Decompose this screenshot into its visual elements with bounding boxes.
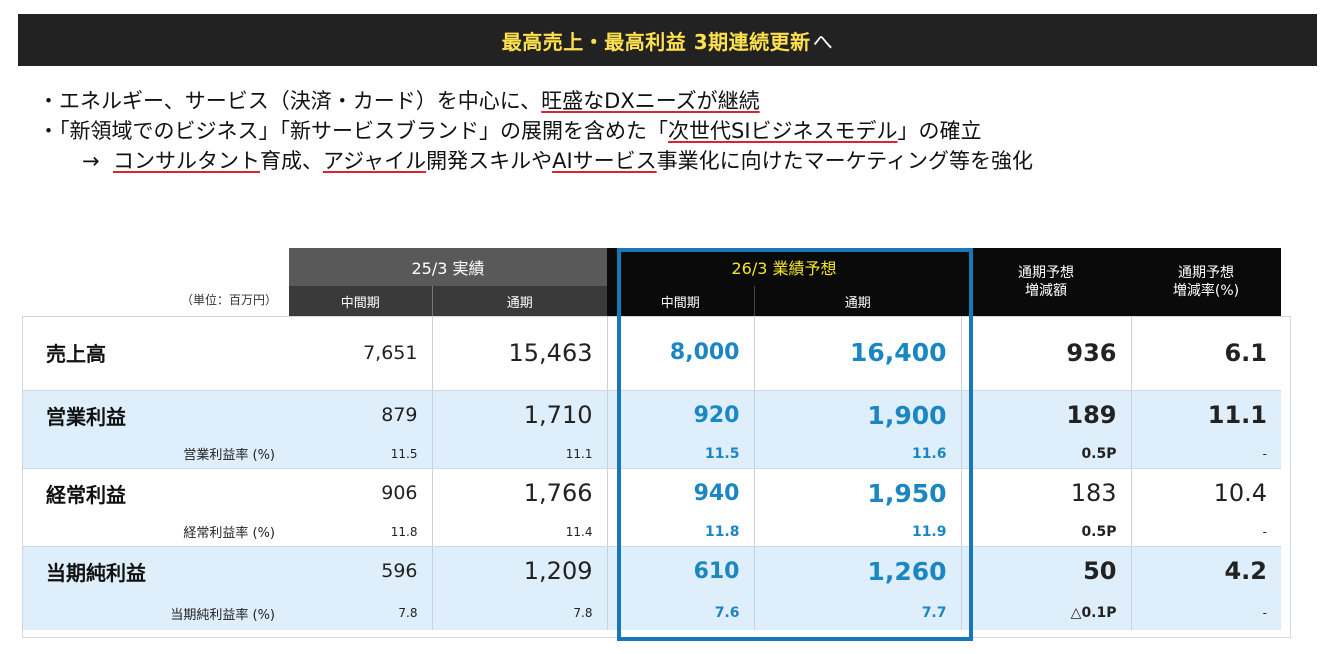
- bullet-text: ・エネルギー、サービス（決済・カード）を中心に、: [38, 89, 542, 113]
- cell-forecast-full: 7.7: [754, 596, 962, 630]
- table-subrow: 経常利益率 (%) 11.8 11.4 11.8 11.9 0.5P -: [22, 518, 1281, 547]
- arrow-icon: →: [82, 149, 100, 173]
- bullet-text: 育成、: [259, 149, 323, 173]
- cell-diff-rate: 6.1: [1131, 316, 1281, 391]
- cell-forecast-full: 11.6: [754, 440, 962, 469]
- cell-actual-interim: 11.8: [289, 518, 433, 547]
- cell-diff-amount: △0.1P: [961, 596, 1132, 630]
- cell-forecast-full: 1,900: [754, 390, 962, 440]
- cell-diff-amount: 50: [961, 546, 1132, 596]
- cell-diff-rate: -: [1131, 596, 1281, 630]
- header-diff-rate: 通期予想 増減率(%): [1131, 248, 1281, 316]
- table-row: 経常利益 906 1,766 940 1,950 183 10.4: [22, 468, 1281, 518]
- bullet-text: 事業化に向けたマーケティング等を強化: [656, 149, 1033, 173]
- bullet-highlight: 旺盛なDXニーズが継続: [541, 89, 760, 113]
- bullet-text: 」の確立: [897, 119, 982, 143]
- row-sublabel: 経常利益率 (%): [22, 518, 289, 547]
- row-sublabel: 当期純利益率 (%): [22, 596, 289, 630]
- header-actual-interim: 中間期: [289, 286, 433, 316]
- cell-actual-interim: 11.5: [289, 440, 433, 469]
- header-forecast-interim: 中間期: [607, 286, 755, 316]
- cell-forecast-full: 1,950: [754, 468, 962, 518]
- table-subrow: 営業利益率 (%) 11.5 11.1 11.5 11.6 0.5P -: [22, 440, 1281, 469]
- table-subheader-row: 中間期 通期 中間期 通期: [22, 286, 1281, 316]
- bullet-highlight: アジャイル: [322, 149, 427, 173]
- header-diff-amount: 通期予想 増減額: [961, 248, 1131, 316]
- cell-diff-amount: 183: [961, 468, 1132, 518]
- table-row: 営業利益 879 1,710 920 1,900 189 11.1: [22, 390, 1281, 440]
- cell-diff-amount: 0.5P: [961, 440, 1132, 469]
- cell-actual-interim: 7.8: [289, 596, 433, 630]
- cell-forecast-interim: 8,000: [607, 316, 755, 391]
- cell-diff-amount: 189: [961, 390, 1132, 440]
- cell-actual-full: 11.4: [432, 518, 608, 547]
- bullet-item: ・「新領域でのビジネス」「新サービスブランド」の展開を含めた「次世代SIビジネス…: [38, 116, 1033, 146]
- cell-diff-rate: 10.4: [1131, 468, 1281, 518]
- unit-label: （単位：百万円）: [180, 293, 277, 307]
- cell-actual-interim: 879: [289, 390, 433, 440]
- row-label: 売上高: [22, 316, 289, 391]
- bullet-subitem: → コンサルタント育成、アジャイル開発スキルやAIサービス事業化に向けたマーケテ…: [38, 146, 1033, 176]
- cell-actual-full: 11.1: [432, 440, 608, 469]
- cell-diff-rate: 4.2: [1131, 546, 1281, 596]
- cell-forecast-interim: 7.6: [607, 596, 755, 630]
- cell-forecast-full: 16,400: [754, 316, 962, 391]
- row-label: 当期純利益: [22, 546, 289, 596]
- row-sublabel: 営業利益率 (%): [22, 440, 289, 469]
- row-label: 経常利益: [22, 468, 289, 518]
- bullet-text: ・「新領域でのビジネス」「新サービスブランド」の展開を含めた「: [38, 119, 668, 143]
- cell-forecast-full: 11.9: [754, 518, 962, 547]
- cell-forecast-interim: 11.8: [607, 518, 755, 547]
- bullet-highlight: 次世代SIビジネスモデル: [668, 119, 898, 143]
- cell-diff-amount: 936: [961, 316, 1132, 391]
- cell-forecast-interim: 610: [607, 546, 755, 596]
- cell-actual-full: 7.8: [432, 596, 608, 630]
- title-bar: 最高売上・最高利益 3期連続更新へ: [18, 14, 1317, 66]
- bullet-highlight: AIサービス: [552, 149, 657, 173]
- table-row: 売上高 7,651 15,463 8,000 16,400 936 6.1: [22, 316, 1281, 391]
- cell-actual-full: 1,710: [432, 390, 608, 440]
- table-subrow: 当期純利益率 (%) 7.8 7.8 7.6 7.7 △0.1P -: [22, 596, 1281, 630]
- table-row: 当期純利益 596 1,209 610 1,260 50 4.2: [22, 546, 1281, 596]
- cell-diff-rate: -: [1131, 440, 1281, 469]
- cell-actual-full: 1,766: [432, 468, 608, 518]
- cell-diff-rate: 11.1: [1131, 390, 1281, 440]
- financial-table: （単位：百万円） 25/3 実績 26/3 業績予想 通期予想 増減額 通期予想増…: [22, 248, 1281, 630]
- bullet-highlight: コンサルタント: [112, 149, 260, 173]
- cell-diff-amount: 0.5P: [961, 518, 1132, 547]
- bullet-item: ・エネルギー、サービス（決済・カード）を中心に、旺盛なDXニーズが継続: [38, 86, 1033, 116]
- cell-actual-interim: 906: [289, 468, 433, 518]
- table-header-row: （単位：百万円） 25/3 実績 26/3 業績予想 通期予想 増減額 通期予想増…: [22, 248, 1281, 316]
- cell-actual-full: 1,209: [432, 546, 608, 596]
- title-suffix: へ: [812, 29, 834, 54]
- header-forecast-full: 通期: [754, 286, 961, 316]
- bullet-list: ・エネルギー、サービス（決済・カード）を中心に、旺盛なDXニーズが継続 ・「新領…: [38, 86, 1033, 176]
- header-actual-group: 25/3 実績: [289, 248, 607, 286]
- cell-actual-interim: 596: [289, 546, 433, 596]
- cell-forecast-full: 1,260: [754, 546, 962, 596]
- cell-actual-full: 15,463: [432, 316, 608, 391]
- header-forecast-group: 26/3 業績予想: [607, 248, 961, 286]
- header-actual-full: 通期: [432, 286, 607, 316]
- bullet-text: 開発スキルや: [426, 149, 553, 173]
- page-title: 最高売上・最高利益 3期連続更新へ: [501, 29, 834, 54]
- cell-diff-rate: -: [1131, 518, 1281, 547]
- cell-forecast-interim: 920: [607, 390, 755, 440]
- cell-forecast-interim: 940: [607, 468, 755, 518]
- row-label: 営業利益: [22, 390, 289, 440]
- cell-forecast-interim: 11.5: [607, 440, 755, 469]
- cell-actual-interim: 7,651: [289, 316, 433, 391]
